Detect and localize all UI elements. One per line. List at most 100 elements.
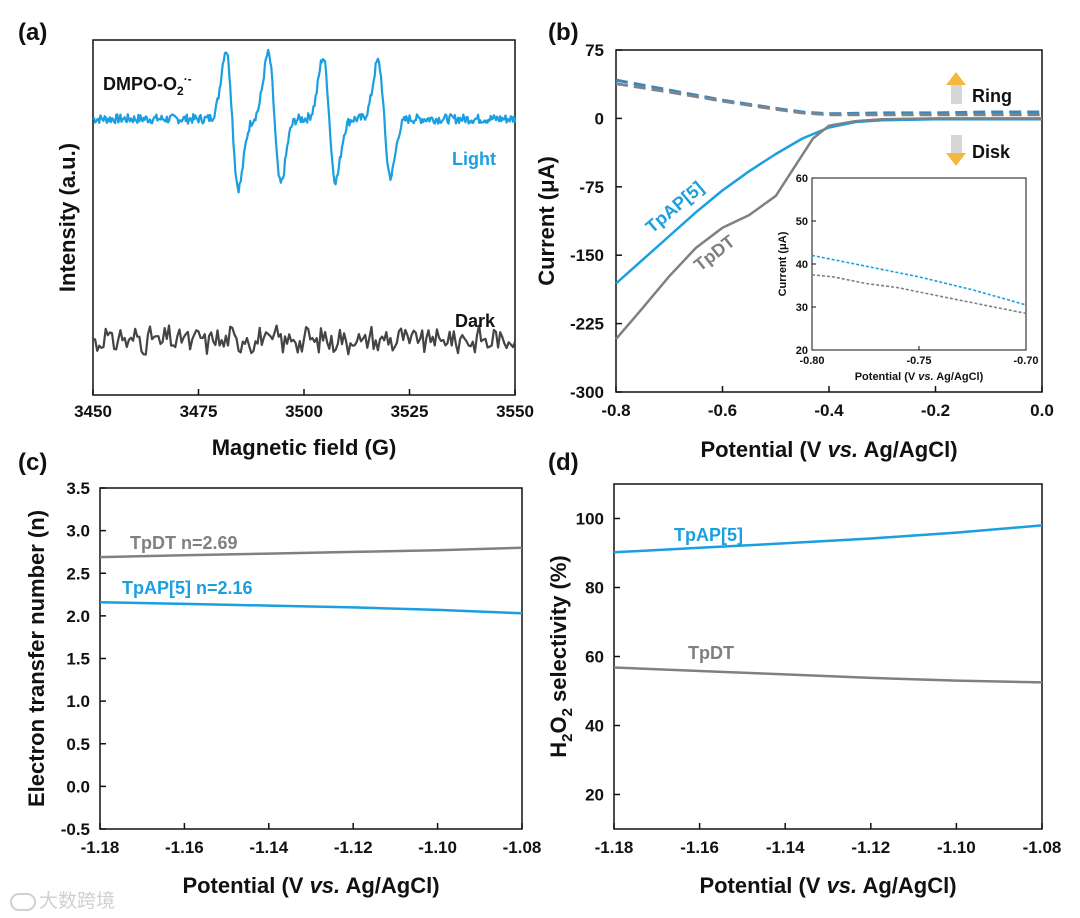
y-axis-label-d-part: H [546,742,571,758]
x-axis-label-c: Potential (V vs. Ag/AgCl) [182,873,439,898]
x-axis-label-d-part: Ag/AgCl) [857,873,956,898]
inset-y-axis-label: Current (μA) [777,231,789,296]
series-label-d-tpap5: TpAP[5] [674,525,743,545]
y-axis-label-d: H2O2 selectivity (%) [546,555,576,758]
inset-x-tick-label: -0.70 [1013,355,1038,367]
series-line-d-1 [613,666,1043,684]
inset-x-tick-label: -0.80 [799,355,824,367]
y-axis-label-d-part: O [546,716,571,733]
x-tick-label-a: 3500 [285,402,323,421]
inset-y-tick-label: 30 [796,302,808,314]
series-line-light [92,48,517,194]
y-axis-label-d-part: 2 [559,734,576,742]
x-axis-label-c-part: Ag/AgCl) [340,873,439,898]
inset-x-axis-label: Potential (V vs. Ag/AgCl) [855,371,984,383]
inset-frame [811,177,1027,351]
x-tick-label-d: -1.12 [851,838,890,857]
disk-arrow-down-icon [946,153,966,166]
x-axis-label-c-part: Potential (V [182,873,309,898]
x-tick-label-c: -1.14 [249,838,288,857]
x-tick-label-b: -0.2 [921,401,950,420]
y-tick-label-c: 3.0 [66,522,90,541]
x-tick-label-d: -1.18 [595,838,634,857]
y-tick-label-c: 0.0 [66,777,90,796]
series-label-d-tpdt: TpDT [688,643,734,663]
panel-label-b: (b) [548,19,579,46]
y-tick-label-b: -225 [570,315,604,334]
inset-series-line-0 [811,254,1027,306]
x-tick-label-a: 3550 [496,402,534,421]
ring-arrow-shaft-icon [951,84,962,104]
inset-series-line-1 [811,274,1027,315]
annotation-dmpo-sup: ·- [184,72,192,86]
series-label-tpdt: TpDT [690,231,739,275]
y-tick-label-c: 1.0 [66,692,90,711]
inset-x-axis-label-part: Ag/AgCl) [934,371,984,383]
y-tick-label-c: 3.5 [66,479,90,498]
inset-x-axis-label-part: Potential (V [855,371,919,383]
watermark-text: 大数跨境 [39,890,116,912]
x-tick-label-a: 3525 [391,402,429,421]
panel-label-a: (a) [18,19,47,46]
x-axis-label-b-part: Potential (V [700,437,827,462]
y-tick-label-b: -150 [570,246,604,265]
y-axis-label-a: Intensity (a.u.) [55,143,80,292]
y-tick-label-d: 100 [576,510,604,529]
x-tick-label-d: -1.14 [766,838,805,857]
x-tick-label-c: -1.16 [165,838,204,857]
y-tick-label-d: 40 [585,717,604,736]
x-tick-label-b: -0.4 [814,401,844,420]
panel-label-d: (d) [548,449,579,476]
x-axis-label-b-part: vs. [828,437,859,462]
x-axis-label-d-part: Potential (V [699,873,826,898]
series-line-c-1 [99,600,523,615]
disk-arrow-shaft-icon [951,135,962,155]
annotation-dmpo-sub: 2 [177,84,184,98]
x-tick-label-c: -1.18 [81,838,120,857]
y-tick-label-c: -0.5 [61,820,90,839]
inset-y-tick-label: 50 [796,216,808,228]
x-axis-label-b: Potential (V vs. Ag/AgCl) [700,437,957,462]
inset-y-tick-label: 20 [796,345,808,357]
series-label-c-tpdt: TpDT n=2.69 [130,533,238,553]
x-tick-label-b: -0.8 [601,401,630,420]
series-label-dark: Dark [455,311,496,331]
ring-arrow-up-icon [946,72,966,85]
panel-label-c: (c) [18,449,47,476]
series-label-tpap5: TpAP[5] [642,177,708,237]
y-axis-label-d-part: 2 [559,708,576,716]
y-tick-label-d: 20 [585,786,604,805]
x-axis-label-d-part: vs. [827,873,858,898]
watermark-logo-icon [10,892,36,911]
disk-label: Disk [972,142,1011,162]
x-tick-label-b: -0.6 [708,401,737,420]
y-tick-label-b: 75 [585,41,604,60]
x-tick-label-a: 3475 [180,402,218,421]
y-tick-label-c: 1.5 [66,650,90,669]
series-line-dark [93,324,517,356]
y-tick-label-c: 0.5 [66,735,90,754]
watermark: 大数跨境 [10,886,115,913]
x-tick-label-a: 3450 [74,402,112,421]
x-axis-label-d: Potential (V vs. Ag/AgCl) [699,873,956,898]
annotation-dmpo-main: DMPO-O [103,74,177,94]
series-line-disk-1 [615,117,1042,340]
series-line-ring-3 [615,82,1042,117]
y-tick-label-b: -300 [570,383,604,402]
x-axis-label-b-part: Ag/AgCl) [858,437,957,462]
y-tick-label-b: -75 [579,178,604,197]
series-line-d-0 [613,524,1043,554]
x-tick-label-c: -1.12 [334,838,373,857]
annotation-dmpo: DMPO-O2·- [103,72,192,98]
y-tick-label-c: 2.5 [66,564,90,583]
y-tick-label-d: 80 [585,579,604,598]
series-line-c-0 [99,546,523,559]
inset-x-tick-label: -0.75 [906,355,931,367]
series-label-light: Light [452,149,496,169]
x-tick-label-d: -1.08 [1023,838,1062,857]
y-axis-label-c: Electron transfer number (n) [24,510,49,807]
x-tick-label-d: -1.10 [937,838,976,857]
x-tick-label-c: -1.08 [503,838,542,857]
ring-label: Ring [972,86,1012,106]
